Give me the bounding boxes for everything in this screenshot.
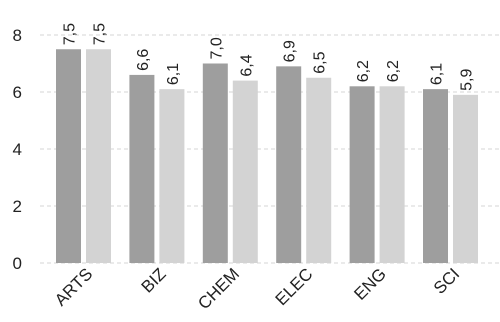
- data-label-chem-series-1: 7,0: [208, 37, 225, 59]
- bar-arts-series-2: [86, 49, 111, 263]
- bar-arts-series-1: [56, 49, 81, 263]
- bar-chem-series-1: [202, 63, 228, 263]
- x-category-label-sci: SCI: [430, 264, 463, 297]
- data-label-arts-series-2: 7,5: [92, 23, 109, 45]
- y-tick-label-2: 2: [13, 197, 22, 216]
- data-label-arts-series-1: 7,5: [62, 23, 79, 45]
- y-tick-label-4: 4: [13, 140, 22, 159]
- x-axis-categories: ARTS BIZ CHEM ELEC ENG SCI: [51, 264, 463, 313]
- x-category-label-eng: ENG: [350, 264, 389, 303]
- data-label-biz-series-2: 6,1: [165, 63, 182, 85]
- data-label-eng-series-2: 6,2: [385, 60, 402, 82]
- bar-elec-series-1: [276, 66, 302, 263]
- bar-sci-series-2: [453, 94, 478, 263]
- data-label-sci-series-1: 6,1: [429, 63, 446, 85]
- x-category-label-biz: BIZ: [138, 264, 170, 296]
- x-category-label-arts: ARTS: [51, 264, 96, 309]
- bar-sci-series-1: [423, 89, 448, 264]
- bar-chem-series-2: [232, 80, 258, 263]
- bar-eng-series-2: [379, 86, 405, 263]
- data-label-sci-series-2: 5,9: [459, 69, 476, 91]
- bar-elec-series-2: [306, 77, 332, 263]
- data-label-chem-series-2: 6,4: [238, 54, 255, 76]
- bars: [56, 49, 478, 264]
- data-label-eng-series-1: 6,2: [355, 60, 372, 82]
- bar-eng-series-1: [349, 86, 375, 263]
- bar-biz-series-2: [159, 89, 185, 264]
- y-axis-ticks: 0 2 4 6 8: [13, 26, 22, 273]
- bar-biz-series-1: [129, 74, 155, 264]
- data-labels: 7,5 7,5 6,6 6,1 7,0 6,4 6,9 6,5 6,2 6,2 6,1 5,9: [62, 23, 476, 91]
- data-label-elec-series-2: 6,5: [312, 51, 329, 73]
- data-label-biz-series-1: 6,6: [135, 49, 152, 71]
- data-label-elec-series-1: 6,9: [282, 40, 299, 62]
- y-tick-label-6: 6: [13, 83, 22, 102]
- y-tick-label-0: 0: [13, 254, 22, 273]
- x-category-label-elec: ELEC: [272, 264, 317, 309]
- x-category-label-chem: CHEM: [194, 264, 243, 313]
- y-tick-label-8: 8: [13, 26, 22, 45]
